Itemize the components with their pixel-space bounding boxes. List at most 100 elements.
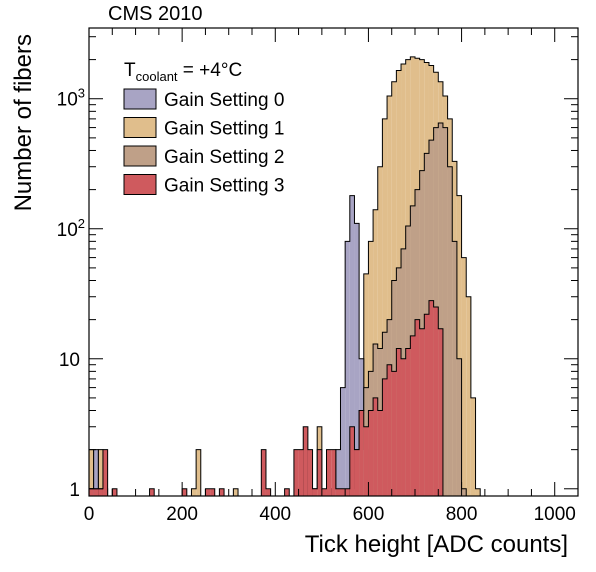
x-tick-label: 600 xyxy=(353,504,385,525)
hist-bar xyxy=(210,488,215,496)
hist-bar xyxy=(182,488,187,496)
hist-bar xyxy=(307,449,313,496)
hist-bar xyxy=(382,378,388,496)
legend-header-main: T xyxy=(124,60,136,81)
hist-bar xyxy=(345,488,350,496)
y-tick-label: 102 xyxy=(57,216,85,241)
legend-header: Tcoolant = +4°C xyxy=(124,60,242,84)
legend-label: Gain Setting 2 xyxy=(164,147,284,168)
hist-bar xyxy=(405,348,411,496)
hist-bar xyxy=(312,488,318,496)
legend-swatch xyxy=(123,88,157,110)
hist-bar xyxy=(331,449,336,496)
x-tick-label: 0 xyxy=(84,504,95,525)
hist-bar xyxy=(396,348,402,496)
hist-bar xyxy=(368,241,374,496)
hist-bar xyxy=(354,449,360,496)
hist-bar xyxy=(377,166,383,496)
hist-bar xyxy=(470,397,476,496)
hist-bar xyxy=(373,397,378,496)
hist-bar xyxy=(377,410,383,496)
hist-bar xyxy=(359,410,364,496)
hist-bar xyxy=(447,166,453,496)
y-tick-label: 103 xyxy=(57,86,85,111)
hist-bar xyxy=(340,488,346,496)
legend-label: Gain Setting 3 xyxy=(164,176,284,197)
legend-swatch xyxy=(123,117,157,138)
hist-bar xyxy=(363,273,369,496)
hist-bar xyxy=(293,449,299,496)
hist-bar xyxy=(419,328,425,496)
hist-bar xyxy=(433,307,439,496)
hist-bar xyxy=(317,449,322,496)
hist-bar xyxy=(98,449,103,496)
hist-bar xyxy=(456,195,462,496)
hist-bar xyxy=(466,296,471,496)
hist-bar xyxy=(461,488,467,496)
hist-bar xyxy=(89,449,94,496)
series-gain-setting-3 xyxy=(88,300,444,497)
hist-bar xyxy=(98,488,103,496)
hist-bar xyxy=(321,488,327,496)
hist-bar xyxy=(354,223,360,496)
hist-bar xyxy=(326,449,332,496)
hist-bar xyxy=(368,410,374,496)
x-axis-title: Tick height [ADC counts] xyxy=(305,531,568,558)
hist-bar xyxy=(233,488,239,496)
plot-frame xyxy=(88,27,579,497)
hist-bar xyxy=(461,257,467,496)
hist-bar xyxy=(191,488,197,496)
hist-bar xyxy=(349,195,355,496)
legend-swatch xyxy=(123,145,157,167)
chart-title: CMS 2010 xyxy=(108,3,203,25)
hist-bar xyxy=(382,118,388,497)
hist-bar xyxy=(410,335,415,496)
hist-bar xyxy=(93,488,99,496)
hist-bar xyxy=(387,95,392,497)
x-tick-label: 200 xyxy=(166,504,198,525)
hist-bar xyxy=(149,488,155,496)
hist-bar xyxy=(265,488,271,496)
hist-bar xyxy=(284,488,290,496)
hist-bar xyxy=(335,449,341,496)
hist-bar xyxy=(340,387,346,496)
hist-bar xyxy=(456,358,462,496)
y-tick-label: 10 xyxy=(59,350,80,371)
hist-bar xyxy=(428,300,434,496)
hist-bar xyxy=(387,364,392,496)
x-tick-label: 800 xyxy=(446,504,478,525)
hist-bar xyxy=(391,371,397,496)
hist-bar xyxy=(438,328,443,496)
legend-label: Gain Setting 1 xyxy=(164,119,284,140)
hist-bar xyxy=(261,449,266,496)
histogram-series-layer xyxy=(88,56,481,497)
hist-bar xyxy=(349,426,355,496)
hist-bar xyxy=(196,449,201,496)
hist-bar xyxy=(452,241,457,496)
hist-bar xyxy=(219,488,225,496)
hist-bar xyxy=(401,358,406,496)
legend-label: Gain Setting 0 xyxy=(164,90,284,111)
hist-bar xyxy=(303,426,308,496)
hist-bar xyxy=(205,488,211,496)
hist-bar xyxy=(112,488,117,496)
hist-bar xyxy=(442,127,448,496)
hist-bar xyxy=(335,488,341,496)
hist-bar xyxy=(89,488,94,496)
hist-bar xyxy=(298,449,304,496)
legend-header-rest: = +4°C xyxy=(178,60,243,81)
hist-bar xyxy=(438,123,443,496)
legend-swatch xyxy=(123,174,157,195)
hist-bar xyxy=(345,241,350,496)
hist-bar xyxy=(424,314,429,496)
legend-header-sub: coolant xyxy=(136,69,178,84)
hist-bar xyxy=(415,319,420,496)
x-tick-label: 1000 xyxy=(534,504,576,525)
legend: Tcoolant = +4°C Gain Setting 0 Gain Setti… xyxy=(123,60,284,197)
hist-bar xyxy=(93,449,99,496)
hist-bar xyxy=(475,488,481,496)
axis-tick-labels: 0 200 400 600 800 1000 1 10 102 103 xyxy=(57,86,576,525)
y-tick-label: 1 xyxy=(69,480,80,501)
x-tick-label: 400 xyxy=(259,504,291,525)
